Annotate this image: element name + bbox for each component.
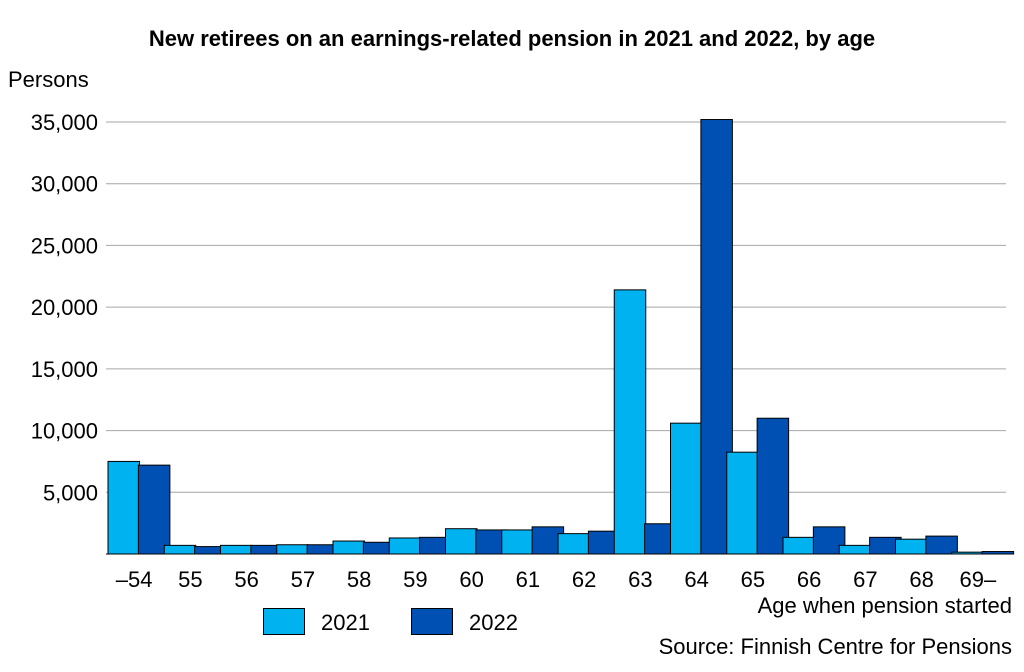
x-tick-label: 60 [459, 567, 483, 592]
bar-2021-0 [107, 460, 140, 555]
source-note: Source: Finnish Centre for Pensions [658, 634, 1012, 659]
y-tick-label: 10,000 [31, 419, 98, 444]
legend-label-2022: 2022 [469, 610, 518, 635]
x-tick-label: 59 [403, 567, 427, 592]
bar-2021-8 [557, 533, 590, 555]
x-tick-label: 69– [960, 567, 997, 592]
y-tick-label: 30,000 [31, 172, 98, 197]
bar-2021-9 [613, 289, 647, 555]
chart-title: New retirees on an earnings-related pens… [148, 26, 876, 51]
x-tick-label: 63 [628, 567, 652, 592]
y-tick-label: 5,000 [43, 480, 98, 505]
bar-2021-13 [838, 544, 872, 555]
y-axis-label: Persons [8, 67, 89, 92]
bar-2021-5 [388, 537, 422, 555]
bar-2021-10 [670, 422, 703, 555]
x-tick-label: 55 [178, 567, 202, 592]
x-tick-label: –54 [116, 567, 153, 592]
bar-2021-3 [276, 544, 309, 555]
x-tick-label: 68 [909, 567, 933, 592]
x-tick-label: 62 [572, 567, 596, 592]
y-tick-label: 35,000 [31, 110, 98, 135]
legend-swatch-2022 [411, 608, 453, 635]
bar-2022-11 [756, 417, 790, 555]
x-tick-label: 56 [234, 567, 258, 592]
gridlines [106, 121, 1006, 493]
x-tick-label: 67 [853, 567, 877, 592]
x-tick-label: 57 [291, 567, 315, 592]
y-tick-labels: 5,000 10,000 15,000 20,000 25,000 30,000 35,00… [31, 110, 98, 505]
bar-2021-6 [445, 528, 478, 555]
x-tick-label: 58 [347, 567, 371, 592]
y-tick-label: 20,000 [31, 295, 98, 320]
bars [107, 119, 1015, 555]
legend-label-2021: 2021 [321, 610, 370, 635]
bar-2022-14 [925, 535, 958, 555]
bar-2021-4 [332, 540, 365, 555]
bar-2021-1 [163, 544, 197, 555]
x-axis-label: Age when pension started [757, 593, 1012, 618]
x-tick-label: 64 [684, 567, 708, 592]
bar-2021-7 [501, 529, 534, 555]
y-tick-label: 25,000 [31, 233, 98, 258]
legend-swatch-2021 [263, 608, 305, 635]
x-tick-labels: –54 55 56 57 58 59 60 61 62 63 64 65 66 67 68 69– [116, 567, 997, 592]
bar-2022-0 [137, 464, 171, 555]
y-tick-label: 15,000 [31, 357, 98, 382]
bar-2021-2 [220, 544, 253, 555]
x-tick-label: 66 [797, 567, 821, 592]
bar-2021-11 [726, 451, 759, 555]
x-tick-label: 61 [516, 567, 540, 592]
x-tick-label: 65 [741, 567, 765, 592]
bar-2021-12 [782, 536, 815, 555]
bar-2021-14 [895, 538, 928, 555]
